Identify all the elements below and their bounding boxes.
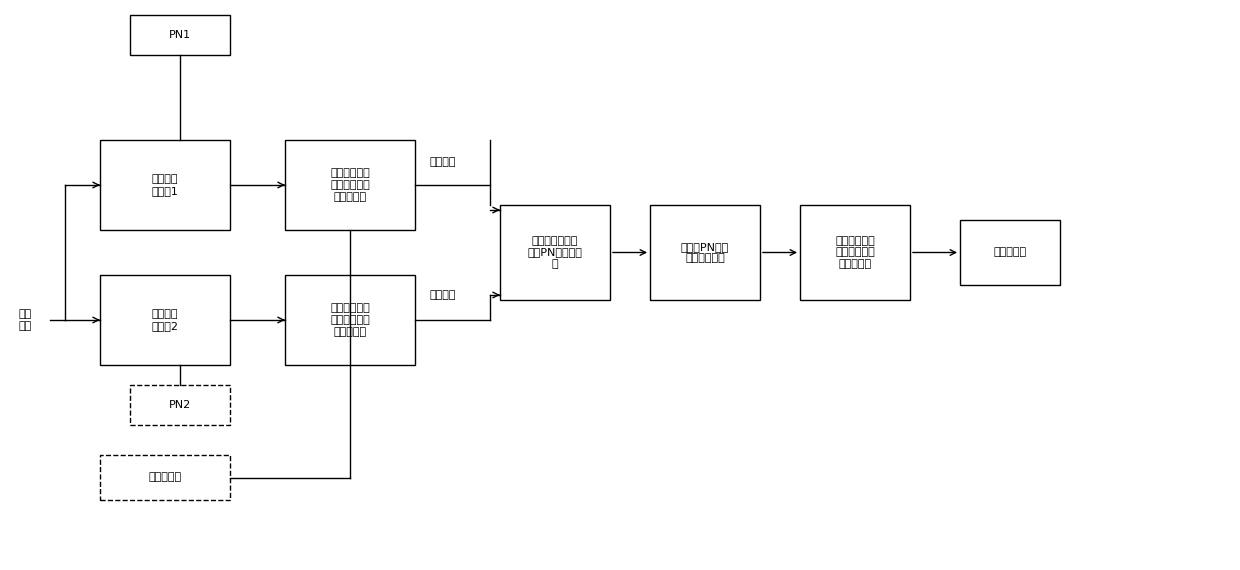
Text: 码距最小的相
关位置为获得
粗同步判据: 码距最小的相 关位置为获得 粗同步判据 xyxy=(835,236,875,269)
Text: 相关结果除以
平均功率，作
归一化处理: 相关结果除以 平均功率，作 归一化处理 xyxy=(330,303,370,337)
Bar xyxy=(285,275,415,365)
Text: 同步信道
相关器1: 同步信道 相关器1 xyxy=(151,174,179,196)
Text: PN1: PN1 xyxy=(169,30,191,40)
Text: 相关结果除以
平均功率，作
归一化处理: 相关结果除以 平均功率，作 归一化处理 xyxy=(330,168,370,202)
Text: 形成一帧长时间
内的PN码序列图
案: 形成一帧长时间 内的PN码序列图 案 xyxy=(527,236,583,269)
Text: PN2: PN2 xyxy=(169,400,191,410)
Text: 硬判操作: 硬判操作 xyxy=(430,157,456,167)
Bar xyxy=(130,385,229,425)
Text: 输入
信号: 输入 信号 xyxy=(19,309,32,331)
Text: 求平均功率: 求平均功率 xyxy=(149,473,181,482)
Text: 与已知PN码配
置图案求码距: 与已知PN码配 置图案求码距 xyxy=(681,242,729,263)
Bar xyxy=(650,205,760,300)
Bar xyxy=(285,140,415,230)
Bar xyxy=(800,205,910,300)
Text: 同步状态机: 同步状态机 xyxy=(993,247,1027,258)
Bar xyxy=(500,205,610,300)
Bar xyxy=(100,140,229,230)
Bar xyxy=(130,15,229,55)
Bar xyxy=(100,455,229,500)
Text: 硬判操作: 硬判操作 xyxy=(430,290,456,300)
Bar xyxy=(100,275,229,365)
Text: 同步信道
相关器2: 同步信道 相关器2 xyxy=(151,309,179,331)
Bar xyxy=(960,220,1060,285)
